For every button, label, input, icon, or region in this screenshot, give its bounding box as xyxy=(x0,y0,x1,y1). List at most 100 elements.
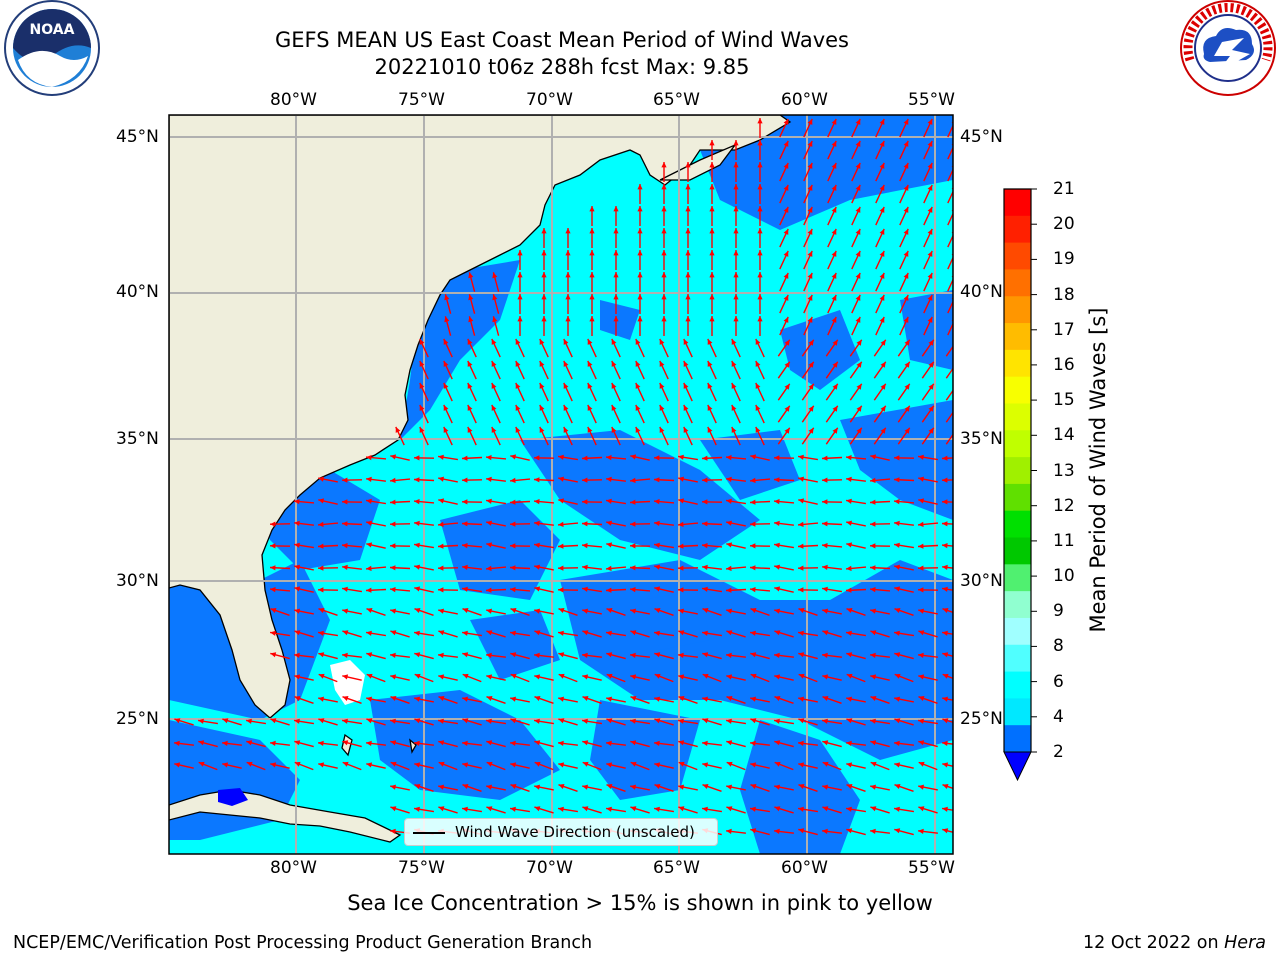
wind-arrow xyxy=(777,383,791,401)
wind-arrow xyxy=(582,740,602,748)
wind-arrow xyxy=(749,587,771,593)
wind-arrow xyxy=(755,404,765,424)
wind-arrow xyxy=(294,608,314,615)
wind-arrow xyxy=(797,565,819,571)
wind-arrow xyxy=(709,250,715,270)
lat-label-right-25n: 25°N xyxy=(960,709,1003,729)
wind-arrow xyxy=(893,542,915,549)
wind-arrow xyxy=(517,316,523,336)
wind-arrow xyxy=(510,740,530,746)
wind-arrow xyxy=(875,250,885,270)
wind-arrow xyxy=(873,383,887,401)
wind-arrow xyxy=(558,652,578,660)
wind-arrow xyxy=(875,228,885,248)
colorbar-tick-label: 20 xyxy=(1053,214,1075,235)
wind-arrow xyxy=(757,316,763,336)
wind-arrow xyxy=(779,272,789,292)
wind-arrow xyxy=(678,652,698,658)
wind-arrow xyxy=(709,184,715,204)
wind-arrow xyxy=(917,587,939,593)
wind-arrow xyxy=(534,586,554,593)
wind-arrow xyxy=(893,499,915,505)
wind-arrow xyxy=(774,652,794,658)
wind-arrow xyxy=(851,228,861,248)
wind-arrow xyxy=(918,740,938,748)
wind-arrow xyxy=(827,140,837,160)
wind-arrow xyxy=(437,565,459,571)
wind-arrow xyxy=(661,316,667,336)
wind-arrow xyxy=(709,294,715,314)
wind-arrow xyxy=(774,761,794,771)
wind-arrow xyxy=(685,228,691,248)
wind-arrow xyxy=(677,587,699,593)
wind-arrow xyxy=(846,476,866,482)
colorbar-segment xyxy=(1004,564,1031,592)
wind-arrow xyxy=(582,564,602,570)
wind-arrow xyxy=(851,118,861,138)
wind-arrow xyxy=(581,499,603,505)
wind-arrow xyxy=(630,652,650,658)
north-america-land xyxy=(169,115,792,719)
wind-arrow xyxy=(654,564,674,571)
wind-arrow xyxy=(726,652,746,658)
wind-arrow xyxy=(849,427,863,445)
wind-arrow xyxy=(921,427,935,445)
wind-arrow xyxy=(923,118,933,138)
wind-arrow xyxy=(773,542,795,549)
wind-arrow xyxy=(661,272,667,292)
wind-arrow xyxy=(654,673,674,683)
wind-arrow xyxy=(894,784,914,792)
wind-arrow xyxy=(341,521,363,527)
wind-arrow xyxy=(444,294,452,314)
wind-arrow xyxy=(653,542,675,549)
wind-arrow xyxy=(246,740,266,748)
wind-arrow xyxy=(539,426,549,446)
wind-arrow xyxy=(875,140,885,160)
wind-arrow xyxy=(774,740,794,748)
wind-arrow xyxy=(918,476,938,483)
wind-arrow xyxy=(539,382,549,402)
colorbar-segment xyxy=(1004,644,1031,673)
wind-arrow xyxy=(605,806,627,813)
wind-arrow xyxy=(798,718,818,726)
wind-arrow xyxy=(366,542,386,549)
wind-arrow xyxy=(613,228,619,248)
wind-arrow xyxy=(757,250,763,270)
wind-arrow xyxy=(515,404,525,424)
wind-arrow xyxy=(733,140,739,160)
wind-arrow xyxy=(635,360,645,380)
wind-arrow xyxy=(726,784,746,791)
wind-arrow xyxy=(582,784,602,791)
wind-arrow xyxy=(797,587,819,593)
wind-arrow xyxy=(491,338,501,358)
wind-arrow xyxy=(923,140,933,160)
wind-arrow xyxy=(755,382,765,402)
wind-arrow xyxy=(606,718,626,726)
wind-arrow xyxy=(534,784,554,791)
wind-arrow xyxy=(701,477,723,483)
wind-arrow xyxy=(541,228,547,248)
wind-arrow xyxy=(558,740,578,746)
wind-arrow xyxy=(899,316,909,336)
wind-arrow xyxy=(941,543,953,549)
wind-arrow xyxy=(437,454,459,461)
wind-arrow xyxy=(701,630,723,637)
wind-arrow xyxy=(222,740,242,746)
wind-arrow xyxy=(774,674,794,681)
wind-arrow xyxy=(726,740,746,748)
wind-arrow xyxy=(827,250,837,270)
wind-arrow xyxy=(606,673,626,683)
wind-arrow xyxy=(509,521,531,527)
wind-arrow xyxy=(342,652,362,658)
wind-arrow xyxy=(774,586,794,593)
wind-arrow xyxy=(733,250,739,270)
wind-arrow xyxy=(678,806,698,814)
wind-arrow xyxy=(485,498,507,505)
wind-arrow xyxy=(846,520,866,527)
lon-label-top-75w: 75°W xyxy=(398,90,445,110)
wind-arrow xyxy=(629,477,651,483)
wind-arrow xyxy=(899,206,909,226)
wind-arrow xyxy=(849,339,863,357)
wind-arrow xyxy=(757,228,763,248)
wind-arrow xyxy=(851,250,861,270)
